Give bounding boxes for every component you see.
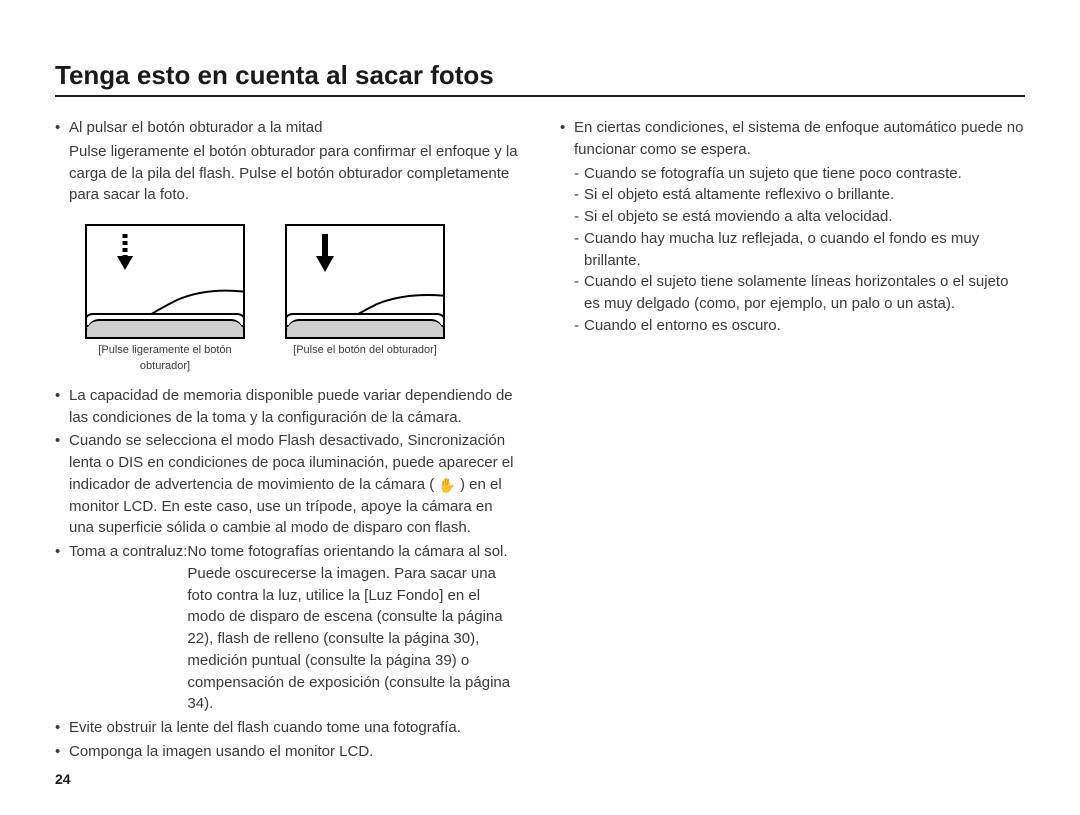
camera-shake-icon: ✋	[438, 475, 455, 495]
bullet-text: Al pulsar el botón obturador a la mitad	[69, 117, 520, 139]
dash-icon: -	[574, 163, 584, 185]
dash-icon: -	[574, 315, 584, 337]
bullet-text: Cuando se selecciona el modo Flash desac…	[69, 430, 520, 539]
dash-text: Si el objeto se está moviendo a alta vel…	[584, 206, 1025, 228]
dash-icon: -	[574, 184, 584, 206]
dash-icon: -	[574, 206, 584, 228]
bullet-dot-icon: •	[55, 541, 69, 715]
bullet-memory: • La capacidad de memoria disponible pue…	[55, 385, 520, 429]
dash-text: Cuando hay mucha luz reflejada, o cuando…	[584, 228, 1025, 272]
figure-caption: [Pulse ligeramente el botón obturador]	[85, 343, 245, 375]
arrow-down-dashed-icon	[115, 234, 135, 274]
left-column: • Al pulsar el botón obturador a la mita…	[55, 117, 520, 765]
bullet-text: En ciertas condiciones, el sistema de en…	[574, 117, 1025, 161]
dash-bright-bg: - Cuando hay mucha luz reflejada, o cuan…	[560, 228, 1025, 272]
hanging-body: No tome fotografías orientando la cámara…	[187, 541, 520, 715]
figure-row: [Pulse ligeramente el botón obturador]	[85, 224, 520, 375]
dash-horizontal-lines: - Cuando el sujeto tiene solamente línea…	[560, 271, 1025, 315]
bullet-dot-icon: •	[560, 117, 574, 161]
content-columns: • Al pulsar el botón obturador a la mita…	[55, 117, 1025, 765]
bullet-lens-obstruct: • Evite obstruir la lente del flash cuan…	[55, 717, 520, 739]
bullet-text: Evite obstruir la lente del flash cuando…	[69, 717, 520, 739]
bullet-text: La capacidad de memoria disponible puede…	[69, 385, 520, 429]
bullet-shutter-half: • Al pulsar el botón obturador a la mita…	[55, 117, 520, 139]
dash-text: Cuando el entorno es oscuro.	[584, 315, 1025, 337]
bullet-flash-warning: • Cuando se selecciona el modo Flash des…	[55, 430, 520, 539]
dash-text: Cuando el sujeto tiene solamente líneas …	[584, 271, 1025, 315]
dash-icon: -	[574, 271, 584, 315]
right-column: • En ciertas condiciones, el sistema de …	[560, 117, 1025, 765]
bullet-text: Componga la imagen usando el monitor LCD…	[69, 741, 520, 763]
page-number: 24	[55, 771, 71, 787]
bullet-dot-icon: •	[55, 717, 69, 739]
figure-half-press: [Pulse ligeramente el botón obturador]	[85, 224, 245, 375]
bullet-dot-icon: •	[55, 385, 69, 429]
figure-box	[85, 224, 245, 339]
dash-fast-moving: - Si el objeto se está moviendo a alta v…	[560, 206, 1025, 228]
figure-caption: [Pulse el botón del obturador]	[285, 343, 445, 359]
dash-icon: -	[574, 228, 584, 272]
bullet-backlight: • Toma a contraluz: No tome fotografías …	[55, 541, 520, 715]
dash-text: Cuando se fotografía un sujeto que tiene…	[584, 163, 1025, 185]
bullet-text: Toma a contraluz: No tome fotografías or…	[69, 541, 520, 715]
dash-reflective: - Si el objeto está altamente reflexivo …	[560, 184, 1025, 206]
bullet-af-conditions: • En ciertas condiciones, el sistema de …	[560, 117, 1025, 161]
dash-dark-env: - Cuando el entorno es oscuro.	[560, 315, 1025, 337]
figure-box	[285, 224, 445, 339]
dash-low-contrast: - Cuando se fotografía un sujeto que tie…	[560, 163, 1025, 185]
arrow-down-solid-icon	[315, 234, 335, 274]
bullet-compose-lcd: • Componga la imagen usando el monitor L…	[55, 741, 520, 763]
hanging-label: Toma a contraluz:	[69, 541, 187, 715]
bullet-dot-icon: •	[55, 117, 69, 139]
bullet-dot-icon: •	[55, 741, 69, 763]
figure-full-press: [Pulse el botón del obturador]	[285, 224, 445, 375]
page-title: Tenga esto en cuenta al sacar fotos	[55, 60, 1025, 97]
bullet-shutter-half-body: Pulse ligeramente el botón obturador par…	[55, 141, 520, 206]
dash-text: Si el objeto está altamente reflexivo o …	[584, 184, 1025, 206]
bullet-dot-icon: •	[55, 430, 69, 539]
